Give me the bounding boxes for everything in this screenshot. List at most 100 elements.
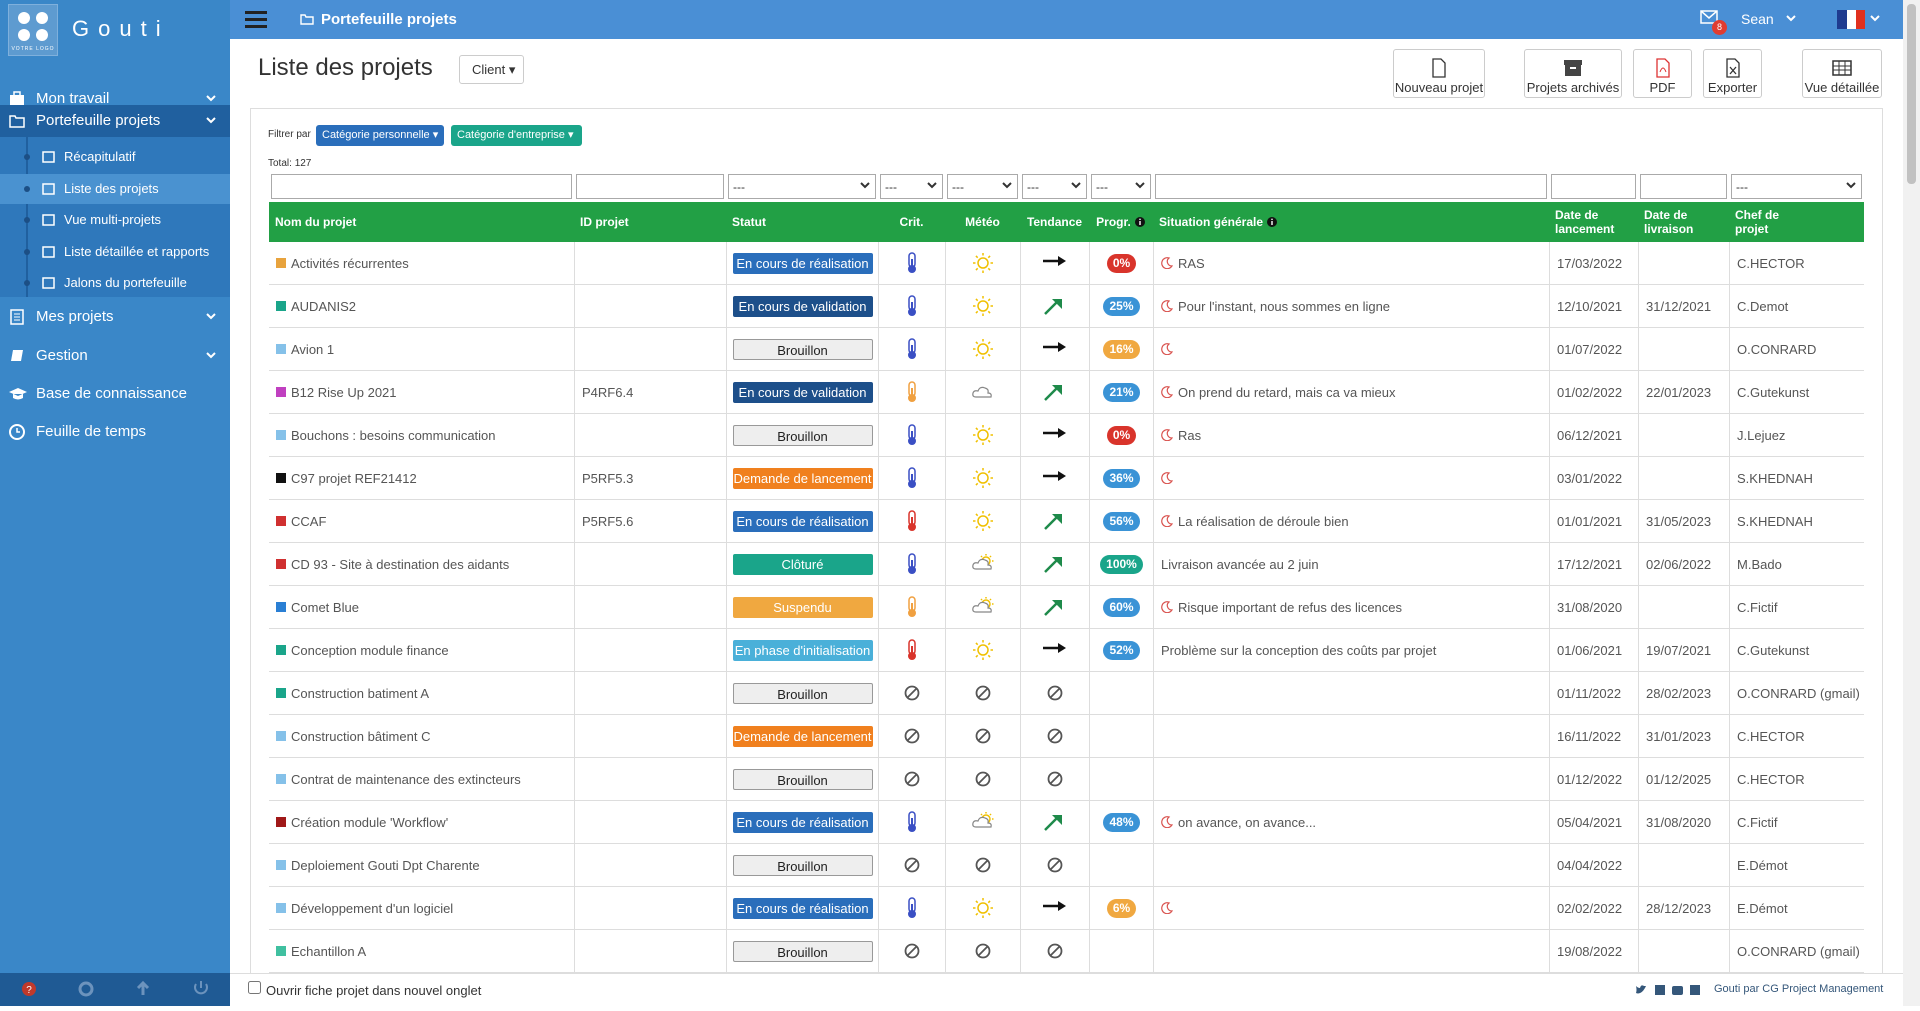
name-cell: Création module 'Workflow': [269, 801, 574, 844]
submenu-item[interactable]: Liste détaillée et rapports: [0, 237, 230, 267]
id-cell: [574, 629, 726, 672]
trend-cell: [1020, 285, 1089, 328]
weather-cell: [945, 457, 1020, 500]
menu-item[interactable]: Mon travail: [0, 83, 230, 115]
filter-text: Catégorie d'entreprise: [457, 129, 565, 141]
client-button[interactable]: Client ▾: [459, 55, 524, 84]
filter-input[interactable]: [271, 174, 572, 199]
filter-input[interactable]: [1551, 174, 1636, 199]
launch-cell: 01/01/2021: [1549, 500, 1638, 543]
action-button[interactable]: Projets archivés: [1524, 49, 1622, 98]
criticality-icon: [904, 338, 920, 360]
action-label: Nouveau projet: [1394, 80, 1484, 95]
menu-item[interactable]: Mes projets: [0, 301, 230, 333]
criticality-icon: [904, 811, 920, 833]
delivery-date: 28/12/2023: [1646, 900, 1712, 916]
breadcrumb[interactable]: Portefeuille projets: [321, 11, 457, 28]
scrollbar[interactable]: [1903, 0, 1920, 1006]
scroll-thumb[interactable]: [1907, 4, 1916, 184]
user-menu[interactable]: Sean: [1741, 11, 1774, 27]
menu-item[interactable]: Base de connaissance: [0, 378, 230, 410]
filter-button[interactable]: Catégorie personnelle ▾: [316, 125, 444, 146]
filter-select[interactable]: ---: [1022, 174, 1087, 199]
column-header: Météo: [945, 202, 1020, 242]
launch-date: 04/04/2022: [1557, 857, 1623, 873]
manager-cell: C.Gutekunst: [1729, 371, 1864, 414]
launch-cell: 16/11/2022: [1549, 715, 1638, 758]
delivery-date: 31/01/2023: [1646, 728, 1712, 744]
name-cell: AUDANIS2: [269, 285, 574, 328]
filter-select[interactable]: ---: [1091, 174, 1151, 199]
header-label: Chef de projet: [1735, 208, 1780, 236]
filter-select[interactable]: ---: [947, 174, 1018, 199]
moon-icon: [1161, 816, 1174, 829]
action-button[interactable]: PDF: [1633, 49, 1692, 98]
svg-text:?: ?: [26, 985, 32, 996]
criticality-cell: [878, 285, 945, 328]
project-name[interactable]: Activités récurrentes: [291, 255, 409, 271]
menu-item[interactable]: Portefeuille projets: [0, 105, 230, 137]
manager-cell: S.KHEDNAH: [1729, 457, 1864, 500]
submenu-item[interactable]: Liste des projets: [0, 173, 230, 204]
menu-item[interactable]: Gestion: [0, 340, 230, 372]
new-tab-checkbox[interactable]: [248, 981, 261, 994]
progress-cell: 56%: [1089, 500, 1153, 543]
submenu-item[interactable]: Récapitulatif: [0, 142, 230, 172]
project-name[interactable]: CD 93 - Site à destination des aidants: [291, 556, 510, 572]
criticality-cell: [878, 629, 945, 672]
project-name[interactable]: Echantillon A: [291, 943, 367, 959]
project-name[interactable]: C97 projet REF21412: [291, 470, 417, 486]
menu-item[interactable]: Feuille de temps: [0, 416, 230, 448]
name-cell: Echantillon A: [269, 930, 574, 973]
submenu-item[interactable]: Jalons du portefeuille: [0, 268, 230, 298]
filter-button[interactable]: Catégorie d'entreprise ▾: [451, 125, 582, 146]
menu-toggle[interactable]: [245, 10, 267, 28]
project-name[interactable]: Comet Blue: [291, 599, 359, 615]
project-name[interactable]: Construction batiment A: [291, 685, 430, 701]
mail-icon[interactable]: [1700, 10, 1718, 24]
submenu-item[interactable]: Vue multi-projets: [0, 205, 230, 235]
trend-icon: [1042, 338, 1068, 360]
project-name[interactable]: Avion 1: [291, 341, 335, 357]
project-name[interactable]: AUDANIS2: [291, 298, 357, 314]
project-name[interactable]: Bouchons : besoins communication: [291, 427, 496, 443]
project-name[interactable]: Construction bâtiment C: [291, 728, 431, 744]
trend-cell: [1020, 801, 1089, 844]
status-cell: Brouillon: [726, 672, 878, 715]
launch-cell: 01/07/2022: [1549, 328, 1638, 371]
language-flag[interactable]: [1837, 10, 1865, 29]
delivery-date: 31/08/2020: [1646, 814, 1712, 830]
delivery-cell: 28/12/2023: [1638, 887, 1729, 930]
filter-select[interactable]: ---: [728, 174, 876, 199]
weather-icon: [971, 466, 995, 490]
action-button[interactable]: Exporter: [1703, 49, 1762, 98]
id-cell: P5RF5.6: [574, 500, 726, 543]
filter-select[interactable]: ---: [880, 174, 943, 199]
project-name[interactable]: Développement d'un logiciel: [291, 900, 454, 916]
filter-select[interactable]: ---: [1731, 174, 1862, 199]
filter-input[interactable]: [1640, 174, 1727, 199]
project-name[interactable]: Conception module finance: [291, 642, 449, 658]
project-name[interactable]: Création module 'Workflow': [291, 814, 449, 830]
progress-badge: 0%: [1106, 253, 1137, 273]
action-label: Exporter: [1707, 80, 1758, 95]
project-name[interactable]: CCAF: [291, 513, 327, 529]
id-cell: [574, 285, 726, 328]
filter-input[interactable]: [576, 174, 724, 199]
project-name[interactable]: B12 Rise Up 2021: [291, 384, 397, 400]
situation-cell: [1153, 930, 1549, 973]
project-name[interactable]: Contrat de maintenance des extincteurs: [291, 771, 521, 787]
progress-badge: 21%: [1103, 382, 1140, 402]
category-color: [276, 860, 286, 870]
filter-input[interactable]: [1155, 174, 1547, 199]
launch-date: 16/11/2022: [1557, 728, 1622, 744]
logo[interactable]: [8, 4, 58, 56]
action-button[interactable]: Vue détaillée: [1802, 49, 1882, 98]
situation-cell: [1153, 887, 1549, 930]
weather-icon: [971, 423, 995, 447]
status-badge: Brouillon: [732, 424, 873, 446]
action-button[interactable]: Nouveau projet: [1393, 49, 1485, 98]
project-name[interactable]: Deploiement Gouti Dpt Charente: [291, 857, 480, 873]
progress-cell: 16%: [1089, 328, 1153, 371]
launch-cell: 17/12/2021: [1549, 543, 1638, 586]
